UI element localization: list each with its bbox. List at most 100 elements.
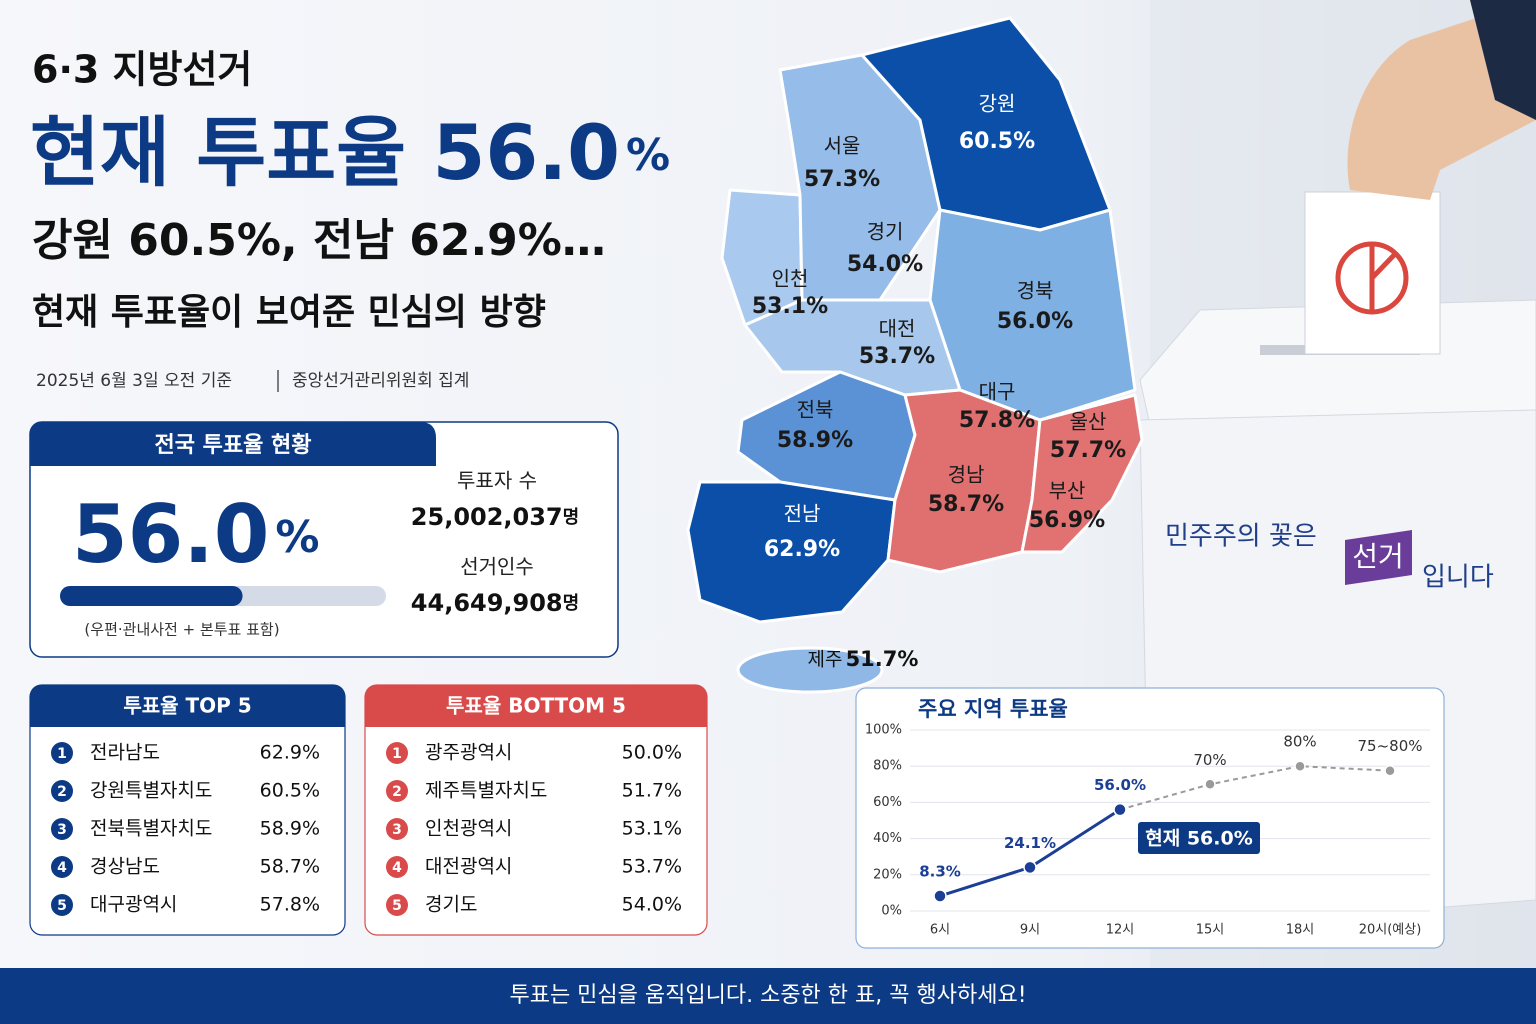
y-tick-label: 40% [873, 831, 902, 846]
list-title: 투표율 BOTTOM 5 [446, 694, 626, 718]
rank-number: 4 [57, 860, 67, 876]
region-rate: 56.0% [997, 309, 1073, 334]
region-name: 대전광역시 [425, 856, 512, 878]
value-label: 80% [1283, 733, 1316, 751]
y-tick-label: 0% [881, 904, 902, 919]
kicker: 6·3 지방선거 [32, 48, 252, 92]
electorate-unit: 명 [563, 593, 580, 614]
national-note: (우편·관내사전 + 본투표 표함) [84, 621, 279, 639]
region-name: 전북특별자치도 [90, 818, 212, 840]
voters-unit: 명 [563, 507, 580, 528]
electorate-value: 44,649,908명 [411, 589, 579, 617]
region-name: 경남 [948, 463, 985, 487]
value-label: 75~80% [1358, 737, 1423, 755]
value-label: 56.0% [1094, 776, 1146, 794]
progress-fill [60, 586, 243, 606]
voters-label: 투표자 수 [457, 469, 537, 493]
region-name: 전북 [797, 398, 834, 422]
region-name: 서울 [824, 134, 861, 158]
region-rate: 62.9% [764, 537, 840, 562]
region-name: 강원특별자치도 [90, 780, 212, 802]
footer-bar [0, 968, 1536, 1024]
region-rate: 53.7% [622, 856, 682, 878]
series-line [1119, 765, 1391, 811]
rank-badge [386, 894, 408, 916]
y-tick-label: 20% [873, 867, 902, 882]
region-rate: 53.1% [752, 294, 828, 319]
data-point [1384, 764, 1396, 777]
region-rate: 58.7% [260, 856, 320, 878]
region-rate: 57.7% [1050, 438, 1126, 463]
rank-number: 2 [57, 784, 67, 800]
region-name: 경기 [867, 220, 904, 244]
headline: 현재 투표율 56.0% [30, 108, 670, 197]
value-label: 8.3% [919, 862, 961, 880]
rank-badge [51, 780, 73, 802]
rank-badge [51, 742, 73, 764]
rank-badge [386, 856, 408, 878]
region-name: 전남 [784, 502, 821, 526]
rank-number: 5 [392, 898, 402, 914]
x-tick-label: 9시 [1020, 923, 1040, 938]
rank-badge [51, 856, 73, 878]
national-tab [30, 422, 436, 466]
voters-number: 25,002,037 [411, 503, 563, 531]
rank-number: 3 [392, 822, 402, 838]
region-rate: 58.9% [260, 818, 320, 840]
list-header [30, 685, 345, 727]
annotation-box [1138, 822, 1260, 854]
source-date: 2025년 6월 3일 오전 기준 [36, 371, 232, 391]
region-rate: 58.9% [777, 428, 853, 453]
region-rate: 54.0% [622, 894, 682, 916]
region-name: 전라남도 [90, 742, 160, 764]
rank-badge [51, 818, 73, 840]
chart-title: 주요 지역 투표율 [918, 697, 1068, 721]
region-shape [1020, 393, 1144, 554]
map [686, 16, 1144, 694]
region-shape [736, 646, 884, 694]
region-rate: 58.7% [928, 492, 1004, 517]
rank-badge [51, 894, 73, 916]
subheadline: 강원 60.5%, 전남 62.9%… [32, 215, 606, 266]
region-name: 제주특별자치도 [425, 780, 547, 802]
region-name: 인천 [772, 267, 809, 291]
data-point [1294, 760, 1306, 772]
value-label: 24.1% [1004, 834, 1056, 852]
list-title: 투표율 TOP 5 [123, 694, 251, 718]
region-name: 울산 [1070, 410, 1107, 434]
chart-box [855, 687, 1445, 949]
region-shape [886, 388, 1042, 574]
national-rate-unit: % [275, 512, 319, 563]
data-point [1204, 778, 1216, 791]
electorate-label: 선거인수 [460, 555, 534, 579]
slogan-highlight: 선거 [1352, 540, 1404, 573]
rank-badge [386, 742, 408, 764]
y-tick-label: 100% [865, 723, 902, 738]
region-name: 제주 [808, 649, 843, 671]
national-rate: 56.0% [72, 488, 319, 581]
rank-number: 4 [392, 860, 402, 876]
rank-number: 1 [392, 746, 402, 762]
region-name: 경기도 [425, 894, 477, 916]
region-rate: 57.3% [804, 167, 880, 192]
region-rate: 60.5% [260, 780, 320, 802]
slogan-text: 민주주의 꽃은 [1165, 522, 1317, 552]
headline-text: 현재 투표율 56.0 [30, 108, 620, 197]
region-rate: 53.7% [859, 344, 935, 369]
rank-badge [386, 818, 408, 840]
rank-number: 1 [57, 746, 67, 762]
source-org: 중앙선거관리위원회 집계 [292, 371, 469, 391]
region-rate: 51.7% [622, 780, 682, 802]
region-name: 대구 [979, 380, 1016, 404]
region-rate: 56.9% [1029, 508, 1105, 533]
region-name: 부산 [1049, 479, 1086, 503]
data-point [1113, 802, 1127, 817]
x-tick-label: 20시(예상) [1359, 923, 1422, 938]
data-point [1023, 860, 1037, 875]
headline-unit: % [626, 130, 670, 181]
value-label: 70% [1193, 751, 1226, 769]
region-rate: 62.9% [260, 742, 320, 764]
data-point [933, 889, 947, 903]
region-name: 경상남도 [90, 856, 160, 878]
x-tick-label: 18시 [1286, 923, 1315, 938]
